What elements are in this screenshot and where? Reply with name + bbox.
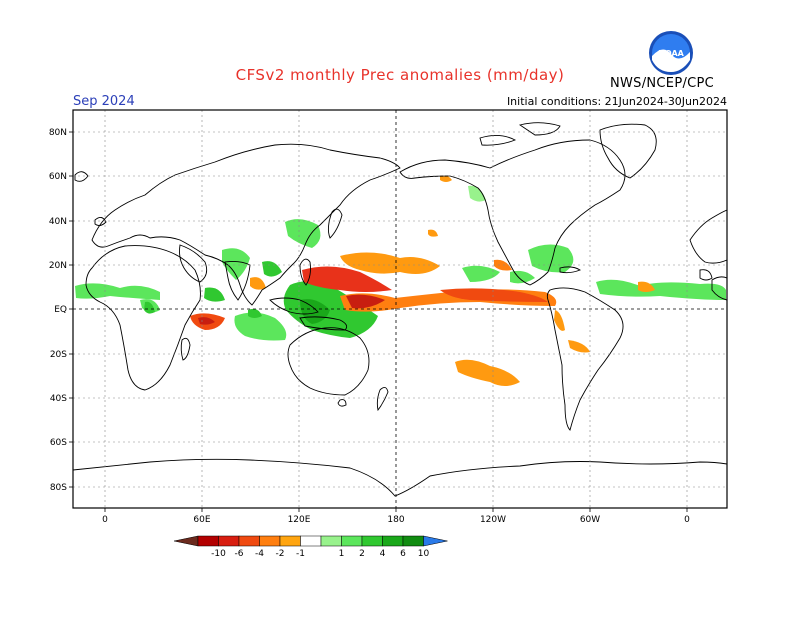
- map-title: CFSv2 monthly Prec anomalies (mm/day): [235, 66, 565, 84]
- y-tick-label: 40S: [50, 394, 67, 404]
- colorbar-label: 4: [380, 549, 386, 559]
- colorbar-label: -2: [276, 549, 285, 559]
- colorbar: -10 -6 -4 -2 -1 1 2 4 6 10: [173, 535, 448, 559]
- colorbar-swatch: [361, 535, 383, 547]
- colorbar-label: -10: [211, 549, 226, 559]
- y-tick-label: 20N: [49, 261, 67, 271]
- colorbar-swatch: [279, 535, 301, 547]
- y-tick-label: 60N: [49, 172, 67, 182]
- colorbar-swatch: [320, 535, 342, 547]
- x-tick-label: 60W: [580, 515, 600, 525]
- colorbar-swatch: [238, 535, 260, 547]
- x-tick-label: 60E: [193, 515, 210, 525]
- logo-text: NOAA: [658, 49, 684, 58]
- wet-anomaly-regions: [75, 185, 726, 341]
- agency-label: NWS/NCEP/CPC: [610, 76, 715, 91]
- y-tick-label: 20S: [50, 350, 67, 360]
- x-tick-label: 180: [387, 515, 404, 525]
- y-axis-ticks: 80N 60N 40N 20N EQ 20S 40S 60S 80S: [49, 128, 73, 493]
- colorbar-label: -1: [296, 549, 305, 559]
- colorbar-swatch: [259, 535, 281, 547]
- colorbar-swatch: [402, 535, 424, 547]
- colorbar-swatch: [197, 535, 219, 547]
- colorbar-swatch: [341, 535, 363, 547]
- colorbar-swatch: [218, 535, 240, 547]
- colorbar-swatch: [382, 535, 404, 547]
- colorbar-arrow-left: [173, 535, 199, 547]
- colorbar-swatch: [300, 535, 322, 547]
- x-tick-label: 0: [684, 515, 690, 525]
- y-tick-label: EQ: [54, 305, 67, 315]
- coastlines: [73, 122, 727, 497]
- y-tick-label: 80N: [49, 128, 67, 138]
- equator-dateline: [73, 110, 727, 508]
- noaa-logo-icon: NOAA: [649, 31, 693, 75]
- colorbar-label: 10: [418, 549, 430, 559]
- x-axis-ticks: 0 60E 120E 180 120W 60W 0: [102, 508, 690, 525]
- colorbar-arrow-right: [423, 535, 448, 547]
- x-tick-label: 0: [102, 515, 108, 525]
- y-tick-label: 60S: [50, 438, 67, 448]
- colorbar-label: 6: [400, 549, 406, 559]
- graticule: [73, 110, 727, 508]
- y-tick-label: 80S: [50, 483, 67, 493]
- colorbar-label: 2: [359, 549, 365, 559]
- colorbar-label: -4: [255, 549, 264, 559]
- colorbar-label: -6: [235, 549, 244, 559]
- x-tick-label: 120W: [480, 515, 506, 525]
- y-tick-label: 40N: [49, 217, 67, 227]
- x-tick-label: 120E: [288, 515, 311, 525]
- dry-anomaly-regions: [190, 175, 655, 386]
- initial-conditions: Initial conditions: 21Jun2024-30Jun2024: [506, 95, 727, 108]
- forecast-month: Sep 2024: [73, 94, 135, 109]
- colorbar-label: 1: [339, 549, 345, 559]
